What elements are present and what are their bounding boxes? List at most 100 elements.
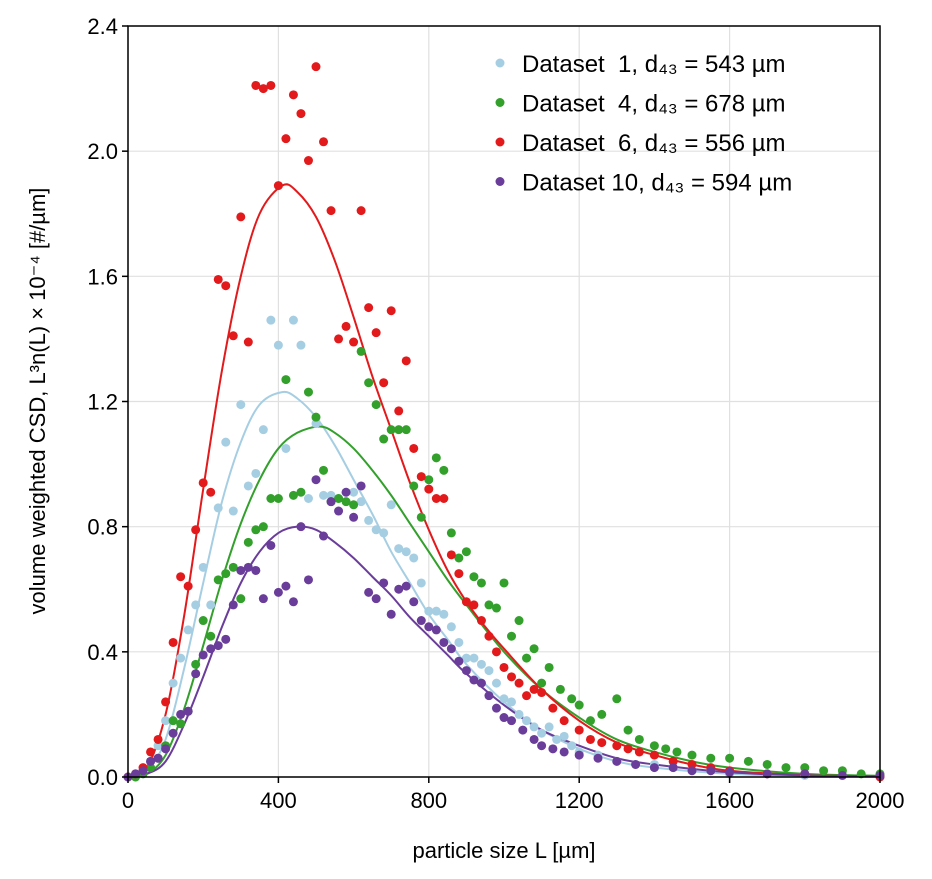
data-point-series-3 (484, 631, 494, 641)
data-point-series-4 (296, 522, 306, 532)
data-point-series-1 (296, 340, 306, 350)
data-point-series-3 (296, 109, 306, 119)
data-point-series-3 (424, 484, 434, 494)
data-point-series-3 (349, 337, 359, 347)
data-point-series-4 (687, 766, 697, 776)
data-point-series-4 (168, 728, 178, 738)
data-point-series-3 (153, 734, 163, 744)
data-point-series-3 (559, 716, 569, 726)
data-point-series-2 (401, 425, 411, 435)
data-point-series-2 (555, 684, 565, 694)
data-point-series-3 (585, 734, 595, 744)
data-point-series-3 (176, 572, 186, 582)
data-point-series-2 (198, 616, 208, 626)
legend-marker (495, 137, 505, 147)
data-point-series-1 (243, 481, 253, 491)
data-point-series-2 (446, 528, 456, 538)
data-point-series-3 (439, 494, 449, 504)
data-point-series-2 (379, 434, 389, 444)
data-point-series-1 (206, 600, 216, 610)
data-point-series-4 (668, 763, 678, 773)
data-point-series-1 (349, 487, 359, 497)
data-point-series-3 (243, 337, 253, 347)
data-point-series-1 (176, 653, 186, 663)
data-point-series-2 (529, 644, 539, 654)
data-point-series-4 (334, 506, 344, 516)
data-point-series-4 (649, 763, 659, 773)
data-points (123, 62, 885, 782)
legend-label: Dataset 10, d₄₃ = 594 µm (522, 170, 792, 197)
data-point-series-3 (548, 703, 558, 713)
data-point-series-2 (168, 716, 178, 726)
data-point-series-3 (213, 274, 223, 284)
data-point-series-2 (416, 512, 426, 522)
data-point-series-1 (499, 694, 509, 704)
data-point-series-2 (281, 375, 291, 385)
data-point-series-2 (371, 400, 381, 410)
data-point-series-2 (243, 537, 253, 547)
data-point-series-1 (288, 315, 298, 325)
data-point-series-3 (273, 181, 283, 191)
data-point-series-4 (266, 540, 276, 550)
data-point-series-1 (522, 716, 532, 726)
x-tick-label: 2000 (856, 788, 905, 813)
data-point-series-2 (612, 694, 622, 704)
data-point-series-4 (593, 753, 603, 763)
data-point-series-2 (649, 741, 659, 751)
data-point-series-3 (206, 487, 216, 497)
data-point-series-3 (668, 756, 678, 766)
data-point-series-3 (431, 494, 441, 504)
data-point-series-1 (221, 437, 231, 447)
data-point-series-4 (484, 691, 494, 701)
data-point-series-3 (386, 306, 396, 316)
x-tick-label: 1200 (555, 788, 604, 813)
data-point-series-4 (401, 581, 411, 591)
data-point-series-4 (191, 669, 201, 679)
data-point-series-3 (522, 691, 532, 701)
data-point-series-2 (544, 662, 554, 672)
data-point-series-2 (349, 500, 359, 510)
data-point-series-3 (499, 662, 509, 672)
data-point-series-2 (206, 631, 216, 641)
data-point-series-4 (349, 512, 359, 522)
data-point-series-4 (288, 597, 298, 607)
data-point-series-1 (469, 653, 479, 663)
data-point-series-2 (273, 494, 283, 504)
data-point-series-3 (334, 334, 344, 344)
data-point-series-2 (431, 453, 441, 463)
data-point-series-4 (409, 597, 419, 607)
data-point-series-2 (439, 465, 449, 475)
data-point-series-3 (326, 206, 336, 216)
data-point-series-1 (379, 528, 389, 538)
data-point-series-2 (228, 562, 238, 572)
data-point-series-4 (221, 634, 231, 644)
data-point-series-2 (597, 709, 607, 719)
data-point-series-2 (266, 494, 276, 504)
data-point-series-3 (623, 744, 633, 754)
data-point-series-4 (469, 675, 479, 685)
data-point-series-2 (800, 763, 810, 773)
data-point-series-1 (424, 606, 434, 616)
data-point-series-2 (364, 378, 374, 388)
data-point-series-1 (409, 553, 419, 563)
data-point-series-3 (687, 759, 697, 769)
data-point-series-2 (454, 553, 464, 563)
data-point-series-3 (649, 750, 659, 760)
data-point-series-1 (281, 443, 291, 453)
data-point-series-1 (183, 625, 193, 635)
legend-label: Dataset 4, d₄₃ = 678 µm (522, 91, 786, 118)
data-point-series-2 (514, 616, 524, 626)
data-point-series-1 (191, 600, 201, 610)
data-point-series-4 (281, 581, 291, 591)
data-point-series-1 (153, 741, 163, 751)
data-point-series-4 (518, 725, 528, 735)
data-point-series-3 (446, 550, 456, 560)
legend-label: Dataset 6, d₄₃ = 556 µm (522, 130, 786, 157)
x-tick-label: 1600 (705, 788, 754, 813)
legend-marker (495, 58, 505, 68)
data-point-series-3 (311, 62, 321, 72)
data-point-series-1 (266, 315, 276, 325)
data-point-series-4 (386, 609, 396, 619)
data-point-series-1 (236, 400, 246, 410)
data-point-series-1 (529, 722, 539, 732)
